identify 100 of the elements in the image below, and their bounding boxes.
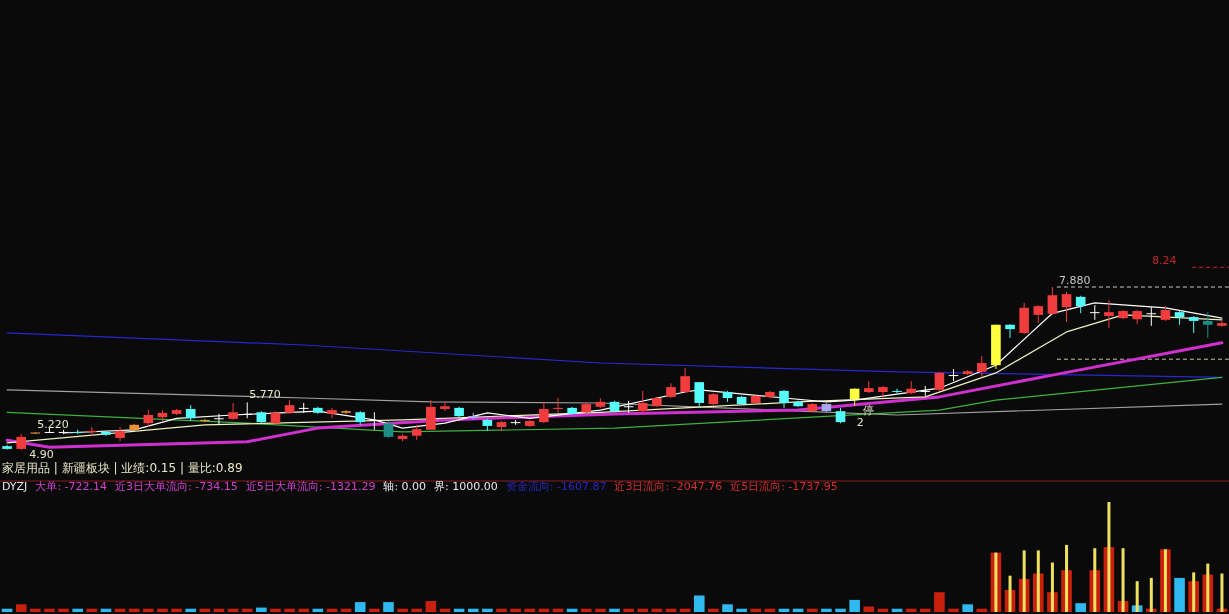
bar (411, 608, 423, 612)
bar (849, 599, 860, 612)
candlestick (440, 401, 450, 412)
bar (1050, 562, 1054, 612)
bar (284, 608, 295, 612)
bar (1008, 575, 1012, 612)
candlestick (341, 409, 351, 415)
candlestick (637, 390, 648, 413)
text: 大单: -722.14 (35, 480, 108, 493)
ref-line-label: 7.880 (1058, 274, 1091, 287)
bar (835, 608, 846, 612)
bar (157, 608, 168, 612)
bar (1174, 577, 1185, 612)
bar (806, 608, 818, 612)
candlestick (934, 371, 945, 392)
bar (72, 608, 83, 612)
bar (1163, 549, 1167, 612)
bar (1192, 572, 1196, 612)
annotation: 5.770 (249, 388, 281, 402)
bar (298, 608, 310, 612)
bar (693, 595, 705, 612)
candlestick (878, 385, 888, 399)
bar (722, 604, 733, 612)
bar (1075, 603, 1086, 612)
candlestick (976, 355, 987, 378)
bar (467, 608, 479, 612)
bar (524, 608, 536, 612)
bar (58, 608, 69, 612)
text: 近5日大单流向: -1321.29 (245, 480, 376, 493)
bar (143, 608, 154, 612)
candlestick (1033, 304, 1044, 324)
bar (1121, 548, 1125, 612)
bar (1065, 544, 1069, 612)
candlestick (298, 402, 309, 414)
bar (30, 608, 41, 612)
bar (15, 604, 27, 612)
candlestick (369, 411, 380, 431)
text: 近3日流向: -2047.76 (614, 480, 723, 493)
bar (962, 604, 973, 612)
bar (1206, 563, 1210, 612)
bar (369, 608, 380, 612)
candlestick (1203, 311, 1213, 339)
bar (934, 592, 945, 612)
bar (750, 608, 762, 612)
chart-title: DYZJ (2, 480, 28, 493)
candlestick (694, 381, 705, 408)
annotation: 5.220 (37, 418, 69, 432)
candlestick (1104, 299, 1114, 329)
annotation: 2 (856, 415, 864, 429)
bar (948, 608, 959, 612)
bar (1220, 573, 1224, 612)
bar (1036, 550, 1040, 612)
bar (1107, 502, 1111, 612)
bar (708, 608, 719, 612)
bar (44, 608, 55, 612)
text: 近5日流向: -1737.95 (730, 480, 838, 493)
bar (595, 608, 606, 612)
text: 家居用品 | 新疆板块 | 业绩:0.15 | 量比:0.89 (2, 461, 243, 475)
bar (383, 602, 394, 612)
candlestick (1061, 291, 1072, 323)
bar (1022, 550, 1026, 612)
candlestick (892, 388, 902, 394)
bar (510, 608, 521, 612)
candlestick (214, 413, 224, 426)
candlestick (779, 389, 789, 409)
candlestick (553, 397, 563, 414)
bar (496, 608, 507, 612)
bar (736, 608, 747, 612)
bar (919, 608, 931, 612)
bar (637, 608, 649, 612)
candlestick (426, 399, 436, 431)
text: 轴: 0.00 (383, 480, 427, 493)
bar (976, 608, 988, 612)
annotation: 4.90 (29, 448, 54, 461)
bar (241, 608, 253, 612)
candlestick (327, 407, 337, 419)
candlestick (228, 402, 238, 421)
bar (270, 608, 281, 612)
bar (863, 606, 875, 612)
bar (256, 607, 267, 612)
bar (425, 601, 437, 612)
ref-line-label: 8.24 (1152, 254, 1177, 268)
text: 资金流向: -1607.87 (505, 480, 607, 493)
candlestick (1146, 306, 1157, 327)
candlestick (115, 426, 125, 442)
text: 近3日大单流向: -734.15 (115, 480, 238, 493)
bar (482, 608, 493, 612)
candlestick (1217, 320, 1227, 328)
candlestick (948, 368, 959, 382)
bar (354, 602, 366, 612)
bar (171, 608, 182, 612)
bar (580, 608, 592, 612)
candlestick (539, 401, 549, 424)
candlestick (242, 401, 253, 419)
bar (609, 608, 620, 612)
bar (1093, 548, 1097, 612)
candlestick (1047, 286, 1058, 316)
candlestick (680, 367, 690, 394)
bar (1135, 581, 1139, 612)
candlestick (920, 385, 931, 397)
